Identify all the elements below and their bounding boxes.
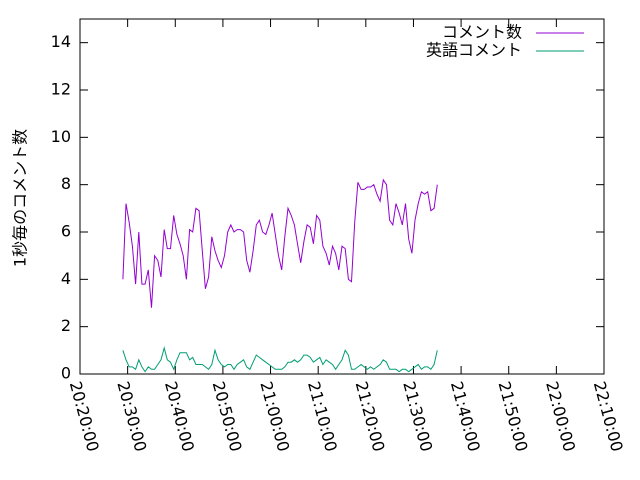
x-tick-label: 20:40:00: [161, 379, 198, 453]
x-tick-label: 21:30:00: [399, 379, 436, 453]
y-tick-label: 4: [61, 269, 71, 288]
y-tick-label: 10: [51, 127, 71, 146]
x-tick-label: 21:00:00: [256, 379, 293, 453]
x-tick-label: 21:20:00: [352, 379, 389, 453]
series-line-1: [122, 346, 438, 373]
y-axis-label: 1秒毎のコメント数: [11, 129, 30, 267]
y-tick-label: 6: [61, 222, 71, 241]
y-tick-label: 8: [61, 174, 71, 193]
legend-label: 英語コメント: [426, 41, 522, 60]
x-tick-label: 21:40:00: [447, 379, 484, 453]
x-tick-label: 20:20:00: [66, 379, 103, 453]
series-line-0: [122, 178, 438, 308]
x-tick-label: 20:30:00: [113, 379, 150, 453]
x-tick-label: 22:10:00: [590, 379, 627, 453]
series-layer: [122, 178, 438, 373]
plot-frame: [79, 18, 605, 375]
y-tick-label: 0: [61, 364, 71, 383]
x-tick-label: 21:10:00: [304, 379, 341, 453]
y-tick-label: 14: [51, 32, 71, 51]
y-tick-label: 12: [51, 80, 71, 99]
x-axis: 20:20:00 20:30:00 20:40:00 20:50:00 21:00:00…: [66, 19, 627, 454]
y-tick-label: 2: [61, 316, 71, 335]
y-axis: 0 2 4 6 8 10 12 14: [51, 32, 604, 383]
legend-label: コメント数: [442, 23, 522, 42]
x-tick-label: 20:50:00: [209, 379, 246, 453]
x-tick-label: 21:50:00: [495, 379, 532, 453]
x-tick-label: 22:00:00: [542, 379, 579, 453]
